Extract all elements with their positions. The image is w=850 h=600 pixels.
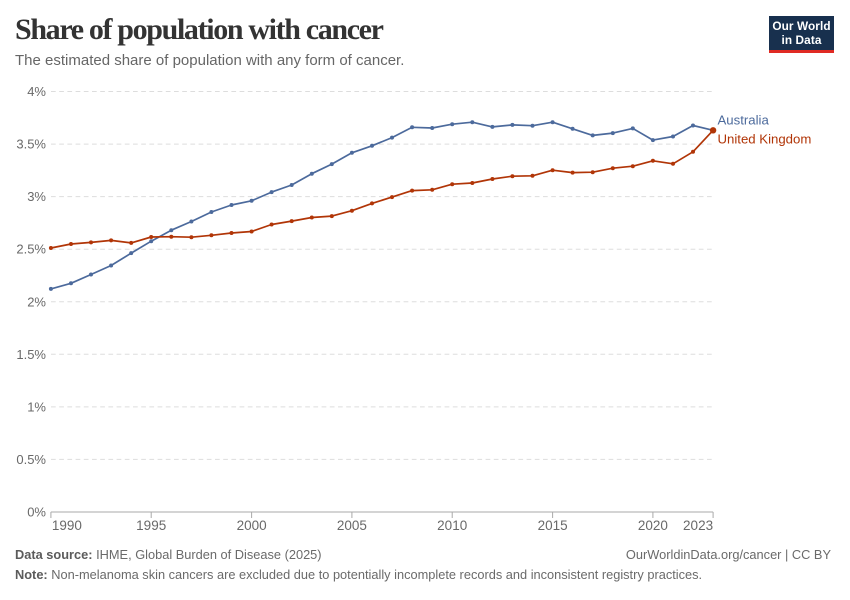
svg-text:1.5%: 1.5%: [16, 347, 46, 362]
svg-text:1990: 1990: [52, 518, 82, 533]
svg-text:3.5%: 3.5%: [16, 137, 46, 152]
svg-text:1%: 1%: [27, 399, 46, 414]
svg-text:Australia: Australia: [718, 113, 770, 128]
svg-text:United Kingdom: United Kingdom: [718, 132, 812, 147]
svg-text:2.5%: 2.5%: [16, 242, 46, 257]
svg-text:2020: 2020: [638, 518, 668, 533]
svg-text:0%: 0%: [27, 505, 46, 520]
svg-text:2023: 2023: [683, 518, 713, 533]
svg-text:2015: 2015: [538, 518, 568, 533]
svg-text:2005: 2005: [337, 518, 367, 533]
svg-text:3%: 3%: [27, 189, 46, 204]
svg-text:1995: 1995: [136, 518, 166, 533]
svg-text:0.5%: 0.5%: [16, 452, 46, 467]
svg-text:4%: 4%: [27, 84, 46, 99]
svg-text:2010: 2010: [437, 518, 467, 533]
svg-text:2%: 2%: [27, 294, 46, 309]
svg-text:2000: 2000: [237, 518, 267, 533]
